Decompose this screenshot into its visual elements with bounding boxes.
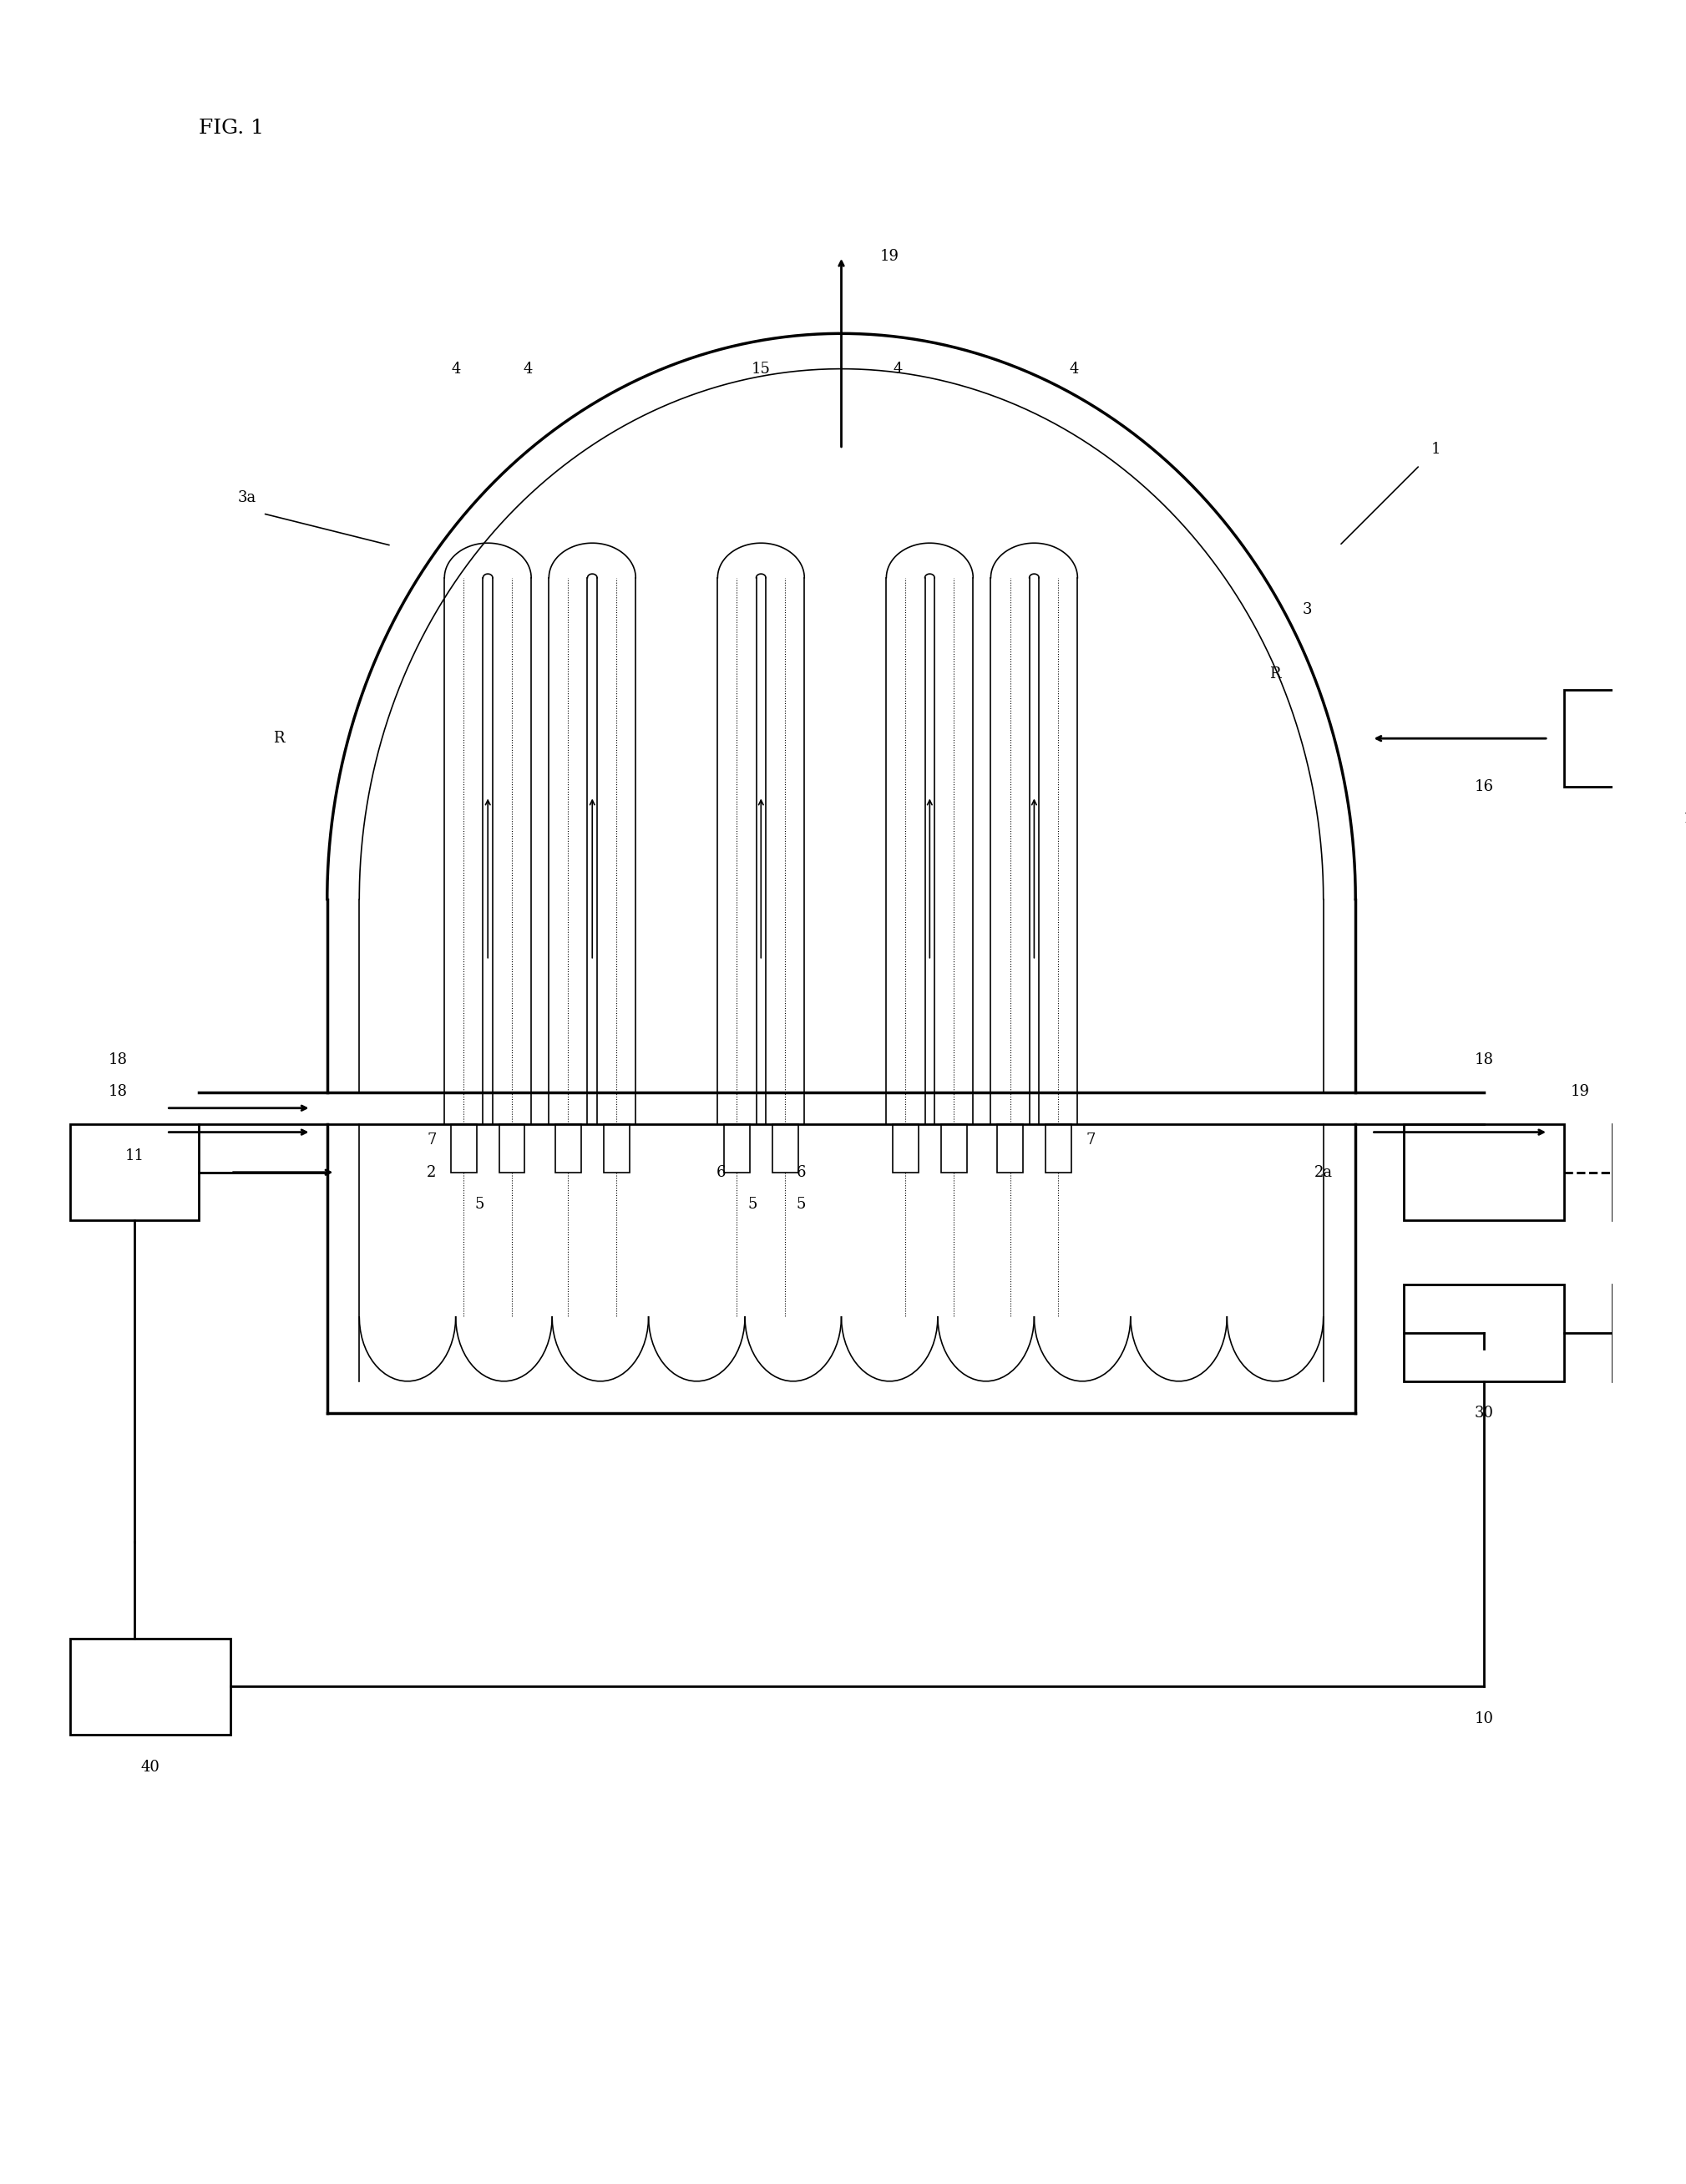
Text: 40: 40 <box>142 1760 160 1773</box>
Text: 3: 3 <box>1303 603 1312 618</box>
Text: 3a: 3a <box>238 489 256 505</box>
Bar <box>555 1125 582 1173</box>
Text: 19: 19 <box>880 249 899 264</box>
Text: 18: 18 <box>108 1085 128 1099</box>
Text: 10: 10 <box>1475 1712 1494 1725</box>
Bar <box>604 1125 629 1173</box>
Text: 5: 5 <box>796 1197 806 1212</box>
Text: 15: 15 <box>752 360 771 376</box>
Bar <box>1404 1125 1565 1221</box>
Text: 17: 17 <box>1683 810 1686 826</box>
Bar <box>499 1125 524 1173</box>
Text: 6: 6 <box>796 1164 806 1179</box>
Text: R: R <box>1270 666 1281 681</box>
Bar <box>1565 690 1686 786</box>
Bar <box>1612 1125 1686 1221</box>
Text: 4: 4 <box>450 360 460 376</box>
Bar <box>723 1125 750 1173</box>
Bar <box>894 1125 919 1173</box>
Text: 2a: 2a <box>1313 1164 1332 1179</box>
Text: 19: 19 <box>1571 1085 1590 1099</box>
Bar <box>941 1125 966 1173</box>
Bar <box>772 1125 797 1173</box>
Text: R: R <box>273 732 285 747</box>
Text: 7: 7 <box>1086 1133 1096 1149</box>
Bar <box>71 1125 199 1221</box>
Text: FIG. 1: FIG. 1 <box>199 118 263 138</box>
Text: 5: 5 <box>475 1197 484 1212</box>
Bar <box>1612 1284 1686 1380</box>
Bar <box>996 1125 1023 1173</box>
Text: 11: 11 <box>125 1149 143 1164</box>
Text: 4: 4 <box>523 360 533 376</box>
Text: 18: 18 <box>1475 1053 1494 1068</box>
Bar <box>450 1125 477 1173</box>
Text: 1: 1 <box>1431 441 1440 456</box>
Text: 4: 4 <box>1069 360 1079 376</box>
Text: 18: 18 <box>108 1053 128 1068</box>
Text: 5: 5 <box>749 1197 757 1212</box>
Bar <box>1404 1284 1565 1380</box>
Bar <box>71 1638 231 1734</box>
Text: 4: 4 <box>894 360 902 376</box>
Text: 16: 16 <box>1475 780 1494 795</box>
Text: 6: 6 <box>717 1164 725 1179</box>
Text: 30: 30 <box>1475 1406 1494 1422</box>
Bar <box>1045 1125 1071 1173</box>
Text: 7: 7 <box>427 1133 437 1149</box>
Text: 2: 2 <box>427 1164 437 1179</box>
